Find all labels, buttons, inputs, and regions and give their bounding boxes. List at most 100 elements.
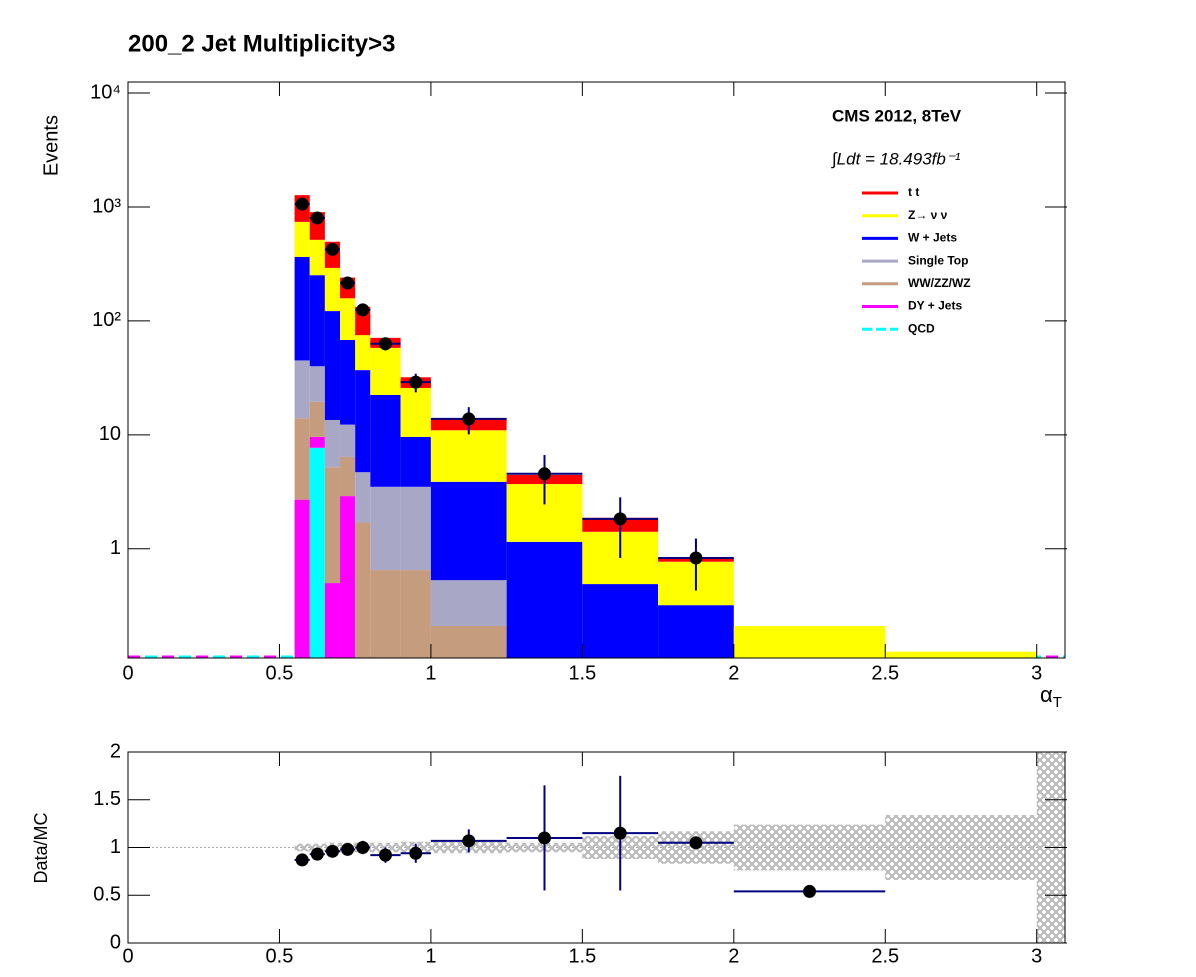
stack-bar [340, 496, 356, 658]
stack-bar [309, 366, 325, 402]
x-tick-label: 3 [1031, 662, 1042, 684]
stack-bar [309, 239, 325, 276]
stack-bar [309, 447, 325, 658]
ratio-point [325, 844, 339, 858]
stack-bar [400, 486, 431, 571]
legend-label: W + Jets [908, 231, 957, 245]
stack-bar [430, 481, 507, 581]
y-tick-label: 2 [110, 740, 121, 762]
plot-frame [127, 81, 1066, 659]
stack-bar [430, 580, 507, 627]
ratio-point [462, 834, 476, 848]
stack-bar [355, 472, 371, 523]
stack-bar [340, 456, 356, 497]
stack-bar [294, 256, 310, 361]
x-tick-label: 1 [425, 662, 436, 684]
annotation: ∫Ldt = 18.493fb⁻¹ [831, 149, 961, 168]
x-axis-label-main: α [1040, 682, 1053, 707]
legend-label: Single Top [908, 253, 968, 267]
y-tick-label: 0 [110, 931, 121, 953]
stack-bar [885, 651, 1037, 658]
stack-bar [506, 541, 583, 658]
legend-label: QCD [908, 321, 935, 335]
x-tick-label: 0.5 [266, 662, 294, 684]
stack-bar [324, 267, 341, 312]
stack-bar [355, 522, 371, 658]
stack-bar [370, 394, 401, 487]
ratio-point [341, 842, 355, 856]
y-tick-label: 10 [99, 423, 121, 445]
stack-bar [294, 499, 310, 658]
x-tick-label: 0 [122, 945, 133, 967]
stack-bar [294, 360, 310, 419]
legend-label: WW/ZZ/WZ [908, 276, 971, 290]
uncertainty-band [885, 815, 1037, 880]
chart-title: 200_2 Jet Multiplicity>3 [128, 30, 395, 57]
stack-bar [733, 626, 886, 658]
data-point [356, 303, 370, 317]
y-tick-label: 10² [92, 309, 121, 331]
stack-bar [324, 419, 341, 468]
stack-bar [370, 347, 401, 395]
data-point [295, 197, 309, 211]
y-axis-label: Events [40, 115, 62, 176]
ratio-point [689, 836, 703, 850]
ratio-point [378, 848, 392, 862]
data-point [537, 467, 551, 481]
stack-bar [582, 584, 659, 658]
stack-bar [309, 275, 325, 367]
stack-bar [324, 583, 341, 658]
stack-bar [400, 570, 431, 658]
x-tick-label: 1.5 [568, 662, 596, 684]
x-tick-label: 1.5 [568, 945, 596, 967]
data-point [341, 276, 355, 290]
stack-bar [309, 436, 325, 448]
legend-label: t t [908, 185, 919, 199]
x-tick-label: 2.5 [871, 662, 899, 684]
ratio-point [409, 846, 423, 860]
stack-bar [309, 401, 325, 437]
x-tick-label: 0 [122, 662, 133, 684]
x-tick-label: 2 [728, 662, 739, 684]
stack-bar [340, 298, 356, 340]
stack-bar [355, 370, 371, 473]
y-tick-label: 1.5 [93, 788, 121, 810]
stack-bar [324, 467, 341, 584]
stack-bar [658, 605, 734, 658]
ratio-point [310, 847, 324, 861]
ratio-point [803, 884, 817, 898]
stack-bar [355, 335, 371, 371]
stack-bar [400, 436, 431, 487]
data-point [462, 412, 476, 426]
stack-bar [430, 626, 507, 658]
legend-label: Z→ ν ν [908, 208, 948, 222]
data-point [409, 375, 423, 389]
legend-label: DY + Jets [908, 299, 962, 313]
y-axis-label: Data/MC [31, 812, 51, 883]
data-point [325, 242, 339, 256]
stack-bar [340, 339, 356, 425]
ratio-point [613, 826, 627, 840]
y-tick-label: 10⁴ [90, 81, 121, 103]
data-point [613, 512, 627, 526]
data-point [310, 211, 324, 225]
data-point [689, 551, 703, 565]
data-point [378, 337, 392, 351]
stack-bar [430, 430, 507, 482]
y-tick-label: 1 [110, 537, 121, 559]
x-axis-label-sub: T [1053, 694, 1062, 711]
y-tick-label: 0.5 [93, 884, 121, 906]
stack-bar [324, 311, 341, 420]
annotation: CMS 2012, 8TeV [832, 106, 962, 125]
stack-bar [294, 221, 310, 257]
y-tick-label: 1 [110, 836, 121, 858]
stack-bar [294, 418, 310, 500]
stack-bar [370, 570, 401, 658]
x-tick-label: 2 [728, 945, 739, 967]
ratio-point [295, 853, 309, 867]
uncertainty-band [309, 843, 325, 852]
uncertainty-band [733, 824, 886, 871]
ratio-point [356, 841, 370, 854]
